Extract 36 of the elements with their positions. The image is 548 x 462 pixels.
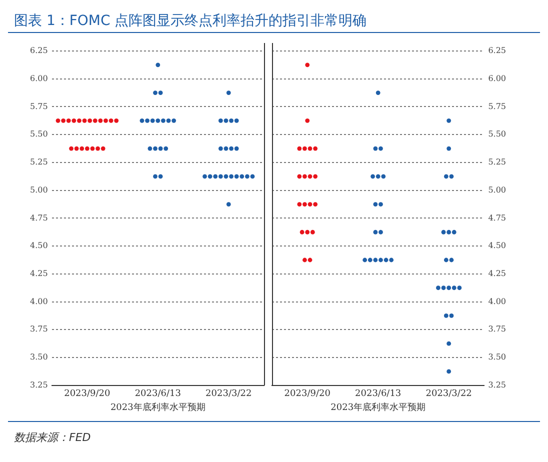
y-tick-label: 3.50 (30, 352, 48, 362)
y-tick-label: 5.50 (488, 130, 506, 139)
y-tick-label: 5.00 (30, 185, 48, 194)
x-tick-label: 2023/3/22 (206, 389, 252, 400)
x-tick-label: 2023/6/13 (355, 389, 402, 400)
y-tick-label: 5.75 (488, 102, 506, 111)
y-tick-label: 4.50 (30, 241, 48, 250)
y-tick-label: 3.75 (488, 324, 506, 334)
y-tick-label: 4.25 (30, 269, 48, 278)
y-tick-label: 4.00 (30, 296, 48, 306)
y-tick-label: 5.50 (30, 130, 48, 139)
y-tick-label: 4.25 (488, 269, 506, 278)
y-tick-label: 4.75 (488, 213, 506, 222)
x-axis-title: 2023年底利率水平预期 (110, 402, 206, 413)
y-tick-label: 6.25 (488, 46, 506, 56)
y-tick-label: 3.25 (30, 380, 48, 390)
y-tick-label: 3.75 (30, 324, 48, 334)
x-tick-label: 2023/6/13 (134, 389, 182, 400)
x-axis-title: 2023年底利率水平预期 (330, 402, 426, 413)
y-tick-label: 5.25 (30, 158, 48, 167)
x-tick-label: 2023/9/20 (284, 389, 331, 400)
x-tick-label: 2023/9/20 (64, 389, 111, 400)
y-tick-label: 4.50 (488, 241, 506, 250)
y-tick-label: 6.00 (488, 74, 506, 83)
source-note: 数据来源：FED (8, 421, 540, 445)
y-tick-label: 5.75 (30, 102, 48, 111)
y-tick-label: 6.25 (30, 46, 48, 56)
y-tick-label: 3.50 (488, 352, 506, 362)
y-tick-label: 4.00 (488, 296, 506, 306)
x-tick-label: 2023/3/22 (426, 389, 472, 400)
chart-title: 图表 1：FOMC 点阵图显示终点利率抬升的指引非常明确 (8, 8, 540, 33)
y-tick-label: 6.00 (30, 74, 48, 83)
y-tick-label: 5.25 (488, 158, 506, 167)
y-tick-label: 5.00 (488, 185, 506, 194)
y-tick-label: 3.25 (488, 380, 506, 390)
y-tick-label: 4.75 (30, 213, 48, 222)
